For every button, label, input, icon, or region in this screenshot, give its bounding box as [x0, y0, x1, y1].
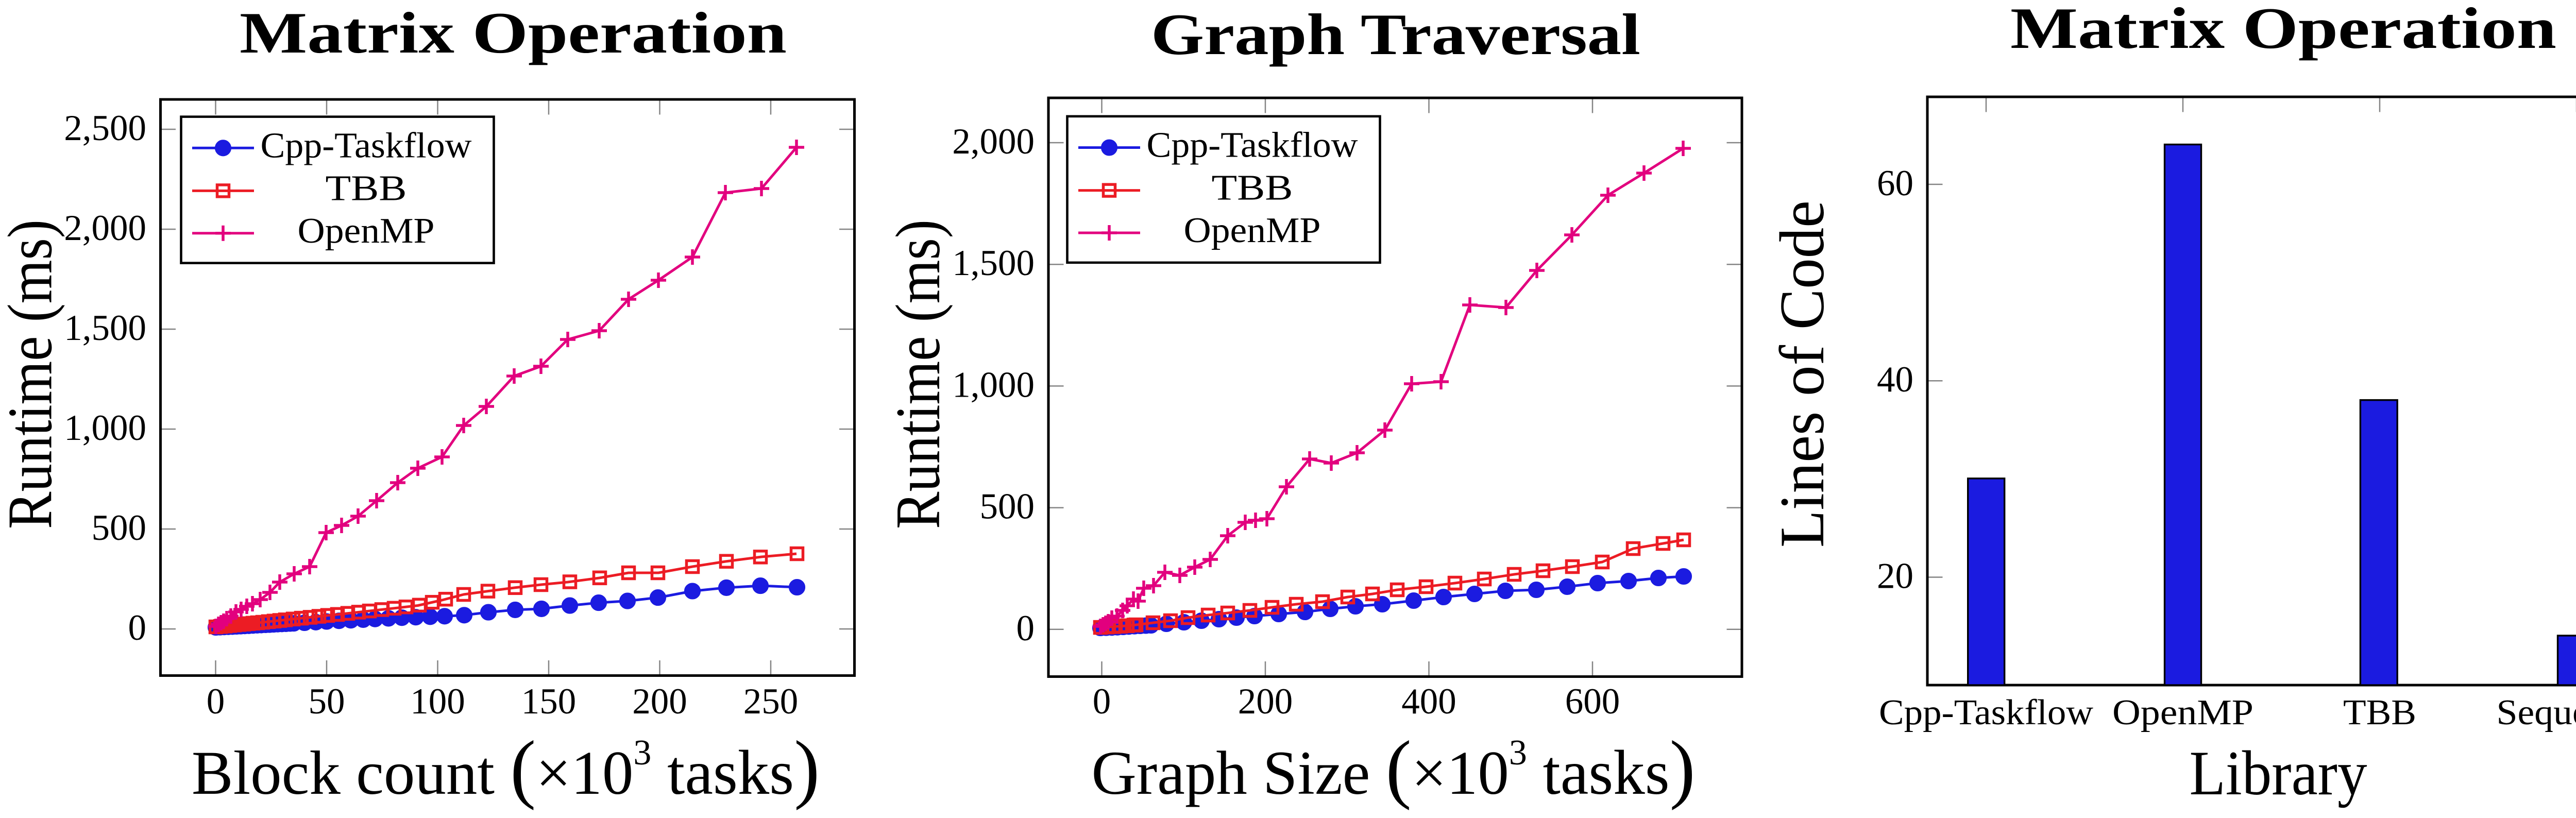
svg-text:2,000: 2,000 — [64, 208, 146, 248]
svg-text:TBB: TBB — [1212, 168, 1293, 208]
svg-text:150: 150 — [521, 681, 577, 722]
svg-text:OpenMP: OpenMP — [1184, 211, 1321, 250]
svg-text:1,000: 1,000 — [952, 365, 1035, 405]
svg-text:Runtime (ms): Runtime (ms) — [0, 219, 65, 529]
svg-text:Cpp-Taskflow: Cpp-Taskflow — [1879, 693, 2093, 732]
svg-text:250: 250 — [743, 681, 799, 722]
svg-text:600: 600 — [1565, 681, 1620, 722]
svg-text:TBB: TBB — [326, 168, 407, 208]
svg-text:50: 50 — [309, 681, 345, 722]
svg-text:1,500: 1,500 — [64, 308, 146, 348]
svg-text:500: 500 — [92, 508, 147, 548]
svg-text:Cpp-Taskflow: Cpp-Taskflow — [261, 126, 472, 165]
svg-text:0: 0 — [128, 608, 147, 648]
svg-text:Cpp-Taskflow: Cpp-Taskflow — [1147, 126, 1358, 165]
svg-text:20: 20 — [1877, 556, 1913, 597]
svg-text:400: 400 — [1401, 681, 1456, 722]
svg-text:OpenMP: OpenMP — [298, 211, 435, 251]
svg-text:200: 200 — [1238, 681, 1293, 722]
svg-text:40: 40 — [1877, 360, 1913, 400]
svg-text:200: 200 — [632, 681, 687, 722]
svg-text:Matrix Operation: Matrix Operation — [240, 0, 787, 65]
svg-text:2,000: 2,000 — [952, 122, 1035, 162]
svg-text:100: 100 — [410, 681, 465, 722]
svg-text:2,500: 2,500 — [64, 108, 146, 148]
svg-text:Library: Library — [2190, 738, 2367, 808]
svg-text:0: 0 — [1016, 608, 1035, 649]
svg-text:Sequential: Sequential — [2497, 693, 2576, 732]
svg-text:1,500: 1,500 — [952, 243, 1035, 283]
svg-text:500: 500 — [980, 487, 1035, 527]
svg-text:60: 60 — [1877, 163, 1913, 203]
svg-text:Lines of Code: Lines of Code — [1767, 200, 1837, 548]
svg-text:OpenMP: OpenMP — [2112, 693, 2253, 732]
svg-text:Graph Traversal: Graph Traversal — [1151, 2, 1640, 67]
svg-text:1,000: 1,000 — [64, 408, 146, 448]
svg-text:0: 0 — [207, 681, 225, 722]
svg-text:Matrix Operation: Matrix Operation — [2010, 0, 2556, 61]
svg-text:Runtime (ms): Runtime (ms) — [883, 219, 953, 529]
svg-text:0: 0 — [1093, 681, 1111, 722]
svg-text:TBB: TBB — [2343, 693, 2416, 732]
